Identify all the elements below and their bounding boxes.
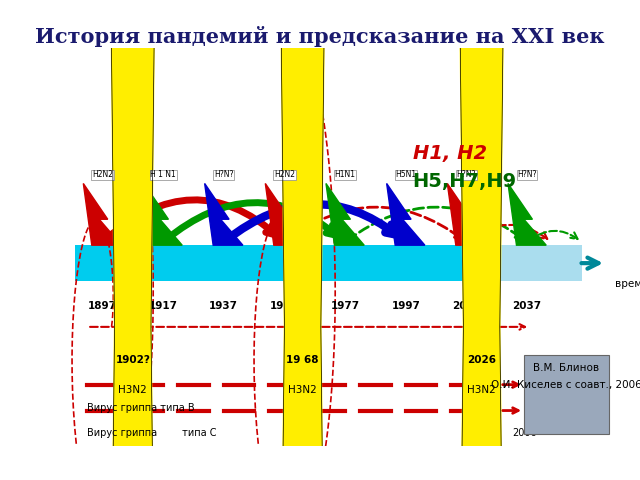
Text: 1897: 1897 [88,301,117,311]
Text: время: время [615,279,640,289]
Polygon shape [326,183,364,245]
Text: H1, H2: H1, H2 [413,144,486,163]
Polygon shape [268,0,337,480]
Text: 1997: 1997 [391,301,420,311]
Text: 2017: 2017 [452,301,481,311]
Polygon shape [205,183,243,245]
Text: 1902?: 1902? [115,355,150,365]
Text: 2026: 2026 [467,355,496,365]
Text: H 1 N1: H 1 N1 [150,170,176,180]
Text: 2006: 2006 [512,429,536,438]
FancyBboxPatch shape [524,355,609,434]
Text: 2037: 2037 [513,301,541,311]
Text: H2N2: H2N2 [274,170,295,180]
Text: Вирус гриппа типа B: Вирус гриппа типа B [87,403,195,413]
Text: H5,H7,H9: H5,H7,H9 [412,172,516,191]
Text: 1957: 1957 [270,301,299,311]
Polygon shape [387,183,425,245]
Polygon shape [83,183,122,245]
Polygon shape [266,183,303,245]
Text: H3N2: H3N2 [467,384,496,395]
Text: H?N?: H?N? [214,170,234,180]
Text: H?N?: H?N? [517,170,537,180]
Text: H2N2: H2N2 [92,170,113,180]
Polygon shape [447,0,516,480]
Text: История пандемий и предсказание на XXI век: История пандемий и предсказание на XXI в… [35,26,605,48]
Text: H?N?: H?N? [457,170,476,180]
Text: 1977: 1977 [330,301,360,311]
Text: H3N2: H3N2 [288,384,317,395]
Polygon shape [98,0,168,480]
Text: 1917: 1917 [148,301,177,311]
Polygon shape [144,183,182,245]
Text: H1N1: H1N1 [335,170,356,180]
Text: 1937: 1937 [209,301,238,311]
Text: 19 68: 19 68 [286,355,319,365]
Text: В.М. Блинов
О.И. Киселев с соавт., 2006: В.М. Блинов О.И. Киселев с соавт., 2006 [491,363,640,390]
Text: Вирус гриппа        типа C: Вирус гриппа типа C [87,429,217,438]
Text: H3N2: H3N2 [118,384,147,395]
Polygon shape [508,183,546,245]
Polygon shape [447,183,486,245]
Text: H5N1: H5N1 [396,170,417,180]
